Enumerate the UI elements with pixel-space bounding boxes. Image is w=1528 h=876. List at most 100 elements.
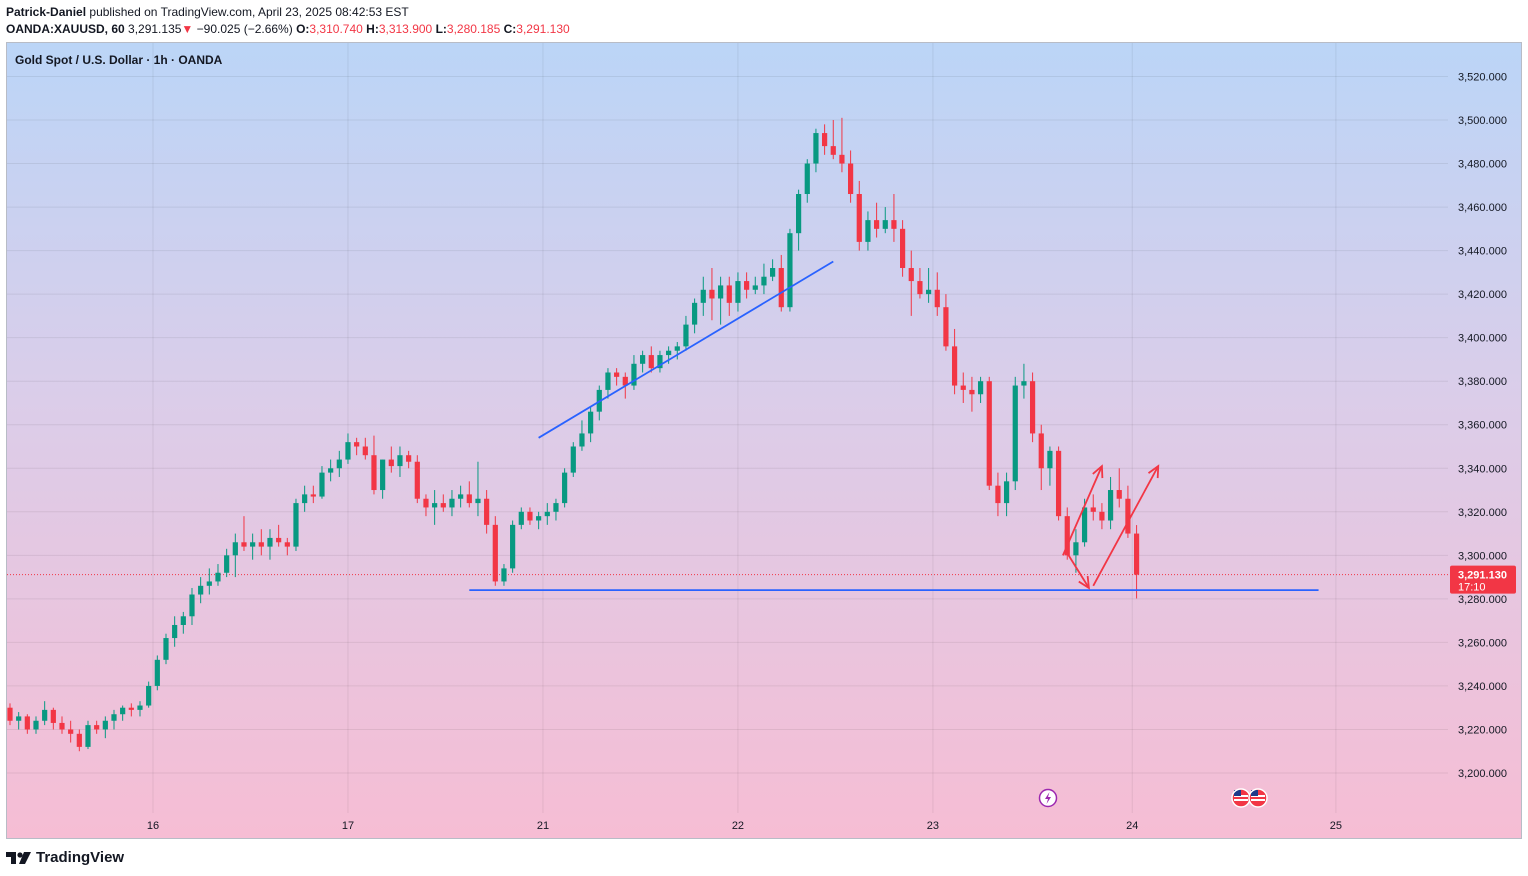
candle[interactable]: [206, 568, 212, 595]
candle[interactable]: [492, 516, 498, 586]
candle[interactable]: [293, 498, 299, 551]
candle[interactable]: [414, 455, 420, 504]
candle[interactable]: [986, 376, 992, 491]
candle[interactable]: [943, 294, 949, 351]
candle[interactable]: [475, 461, 481, 517]
up-arrow-1[interactable]: [1062, 464, 1104, 556]
candle[interactable]: [250, 533, 256, 560]
candle[interactable]: [224, 548, 230, 578]
chart-pane[interactable]: [6, 42, 1522, 839]
candle[interactable]: [761, 263, 767, 295]
candle[interactable]: [284, 537, 290, 556]
candle[interactable]: [215, 564, 221, 586]
candle[interactable]: [735, 272, 741, 312]
candle[interactable]: [154, 655, 160, 691]
candle[interactable]: [388, 446, 394, 473]
author-name[interactable]: Patrick-Daniel: [6, 5, 87, 19]
candle[interactable]: [258, 529, 264, 556]
candle[interactable]: [605, 368, 611, 399]
candle[interactable]: [969, 376, 975, 412]
candle[interactable]: [241, 516, 247, 551]
candle[interactable]: [76, 729, 82, 752]
candle[interactable]: [180, 611, 186, 634]
candle[interactable]: [917, 268, 923, 299]
candle[interactable]: [466, 481, 472, 508]
candle[interactable]: [319, 466, 325, 499]
candle[interactable]: [570, 442, 576, 477]
candle[interactable]: [787, 228, 793, 312]
candle[interactable]: [874, 202, 880, 238]
candle[interactable]: [1003, 472, 1010, 517]
candle[interactable]: [1125, 485, 1131, 538]
candle[interactable]: [102, 716, 108, 739]
candle[interactable]: [449, 490, 455, 517]
candle[interactable]: [1133, 525, 1140, 599]
candle[interactable]: [345, 433, 351, 464]
down-arrow[interactable]: [1066, 552, 1091, 590]
candle[interactable]: [397, 446, 403, 477]
candle[interactable]: [796, 189, 802, 251]
candle[interactable]: [232, 533, 238, 578]
candle[interactable]: [536, 511, 542, 530]
candle[interactable]: [302, 485, 308, 512]
candle[interactable]: [995, 472, 1001, 517]
candle[interactable]: [1029, 372, 1036, 443]
candle[interactable]: [856, 180, 862, 251]
candle[interactable]: [16, 712, 22, 730]
candle[interactable]: [42, 701, 48, 726]
candle[interactable]: [553, 498, 559, 521]
candle[interactable]: [683, 315, 689, 351]
candle[interactable]: [50, 707, 56, 730]
candle[interactable]: [770, 259, 776, 282]
us-flag-icon[interactable]: [1248, 788, 1268, 808]
candle[interactable]: [822, 124, 828, 155]
candle[interactable]: [718, 276, 724, 325]
candle[interactable]: [1064, 507, 1070, 560]
candle[interactable]: [1107, 476, 1114, 530]
candle[interactable]: [189, 587, 195, 625]
candle[interactable]: [899, 220, 906, 277]
candle[interactable]: [362, 437, 368, 460]
candle[interactable]: [336, 450, 342, 477]
candle[interactable]: [830, 120, 836, 160]
candle[interactable]: [85, 720, 91, 750]
candle[interactable]: [1090, 494, 1096, 521]
candle[interactable]: [544, 503, 550, 525]
candle[interactable]: [848, 150, 854, 203]
candle[interactable]: [726, 276, 732, 316]
candle[interactable]: [1038, 424, 1044, 491]
candle[interactable]: [380, 459, 386, 499]
candle[interactable]: [588, 407, 594, 443]
candle[interactable]: [68, 720, 74, 743]
candle[interactable]: [111, 709, 117, 730]
candle[interactable]: [744, 272, 750, 299]
candle[interactable]: [440, 494, 446, 512]
candle[interactable]: [925, 268, 932, 303]
candle[interactable]: [692, 298, 698, 334]
candle[interactable]: [501, 564, 507, 586]
candle[interactable]: [172, 616, 178, 647]
candle[interactable]: [24, 714, 30, 734]
candle[interactable]: [328, 459, 334, 482]
candle[interactable]: [778, 254, 784, 312]
candle[interactable]: [310, 485, 316, 504]
candle[interactable]: [614, 368, 620, 386]
candle[interactable]: [1116, 468, 1122, 508]
candle[interactable]: [804, 159, 810, 203]
candle[interactable]: [1021, 363, 1027, 399]
candle[interactable]: [59, 716, 65, 734]
tradingview-brand[interactable]: TradingView: [6, 849, 124, 866]
candle[interactable]: [1055, 446, 1062, 521]
candle[interactable]: [709, 268, 715, 321]
candle[interactable]: [752, 276, 758, 295]
candle[interactable]: [146, 681, 152, 708]
candle[interactable]: [648, 346, 654, 373]
symbol-label[interactable]: OANDA:XAUUSD, 60: [6, 22, 125, 36]
candle[interactable]: [908, 250, 914, 316]
candle[interactable]: [33, 716, 39, 734]
candle[interactable]: [700, 276, 706, 316]
candle[interactable]: [839, 117, 845, 173]
candle[interactable]: [276, 524, 282, 547]
candle[interactable]: [128, 703, 134, 717]
candle[interactable]: [1099, 503, 1105, 530]
